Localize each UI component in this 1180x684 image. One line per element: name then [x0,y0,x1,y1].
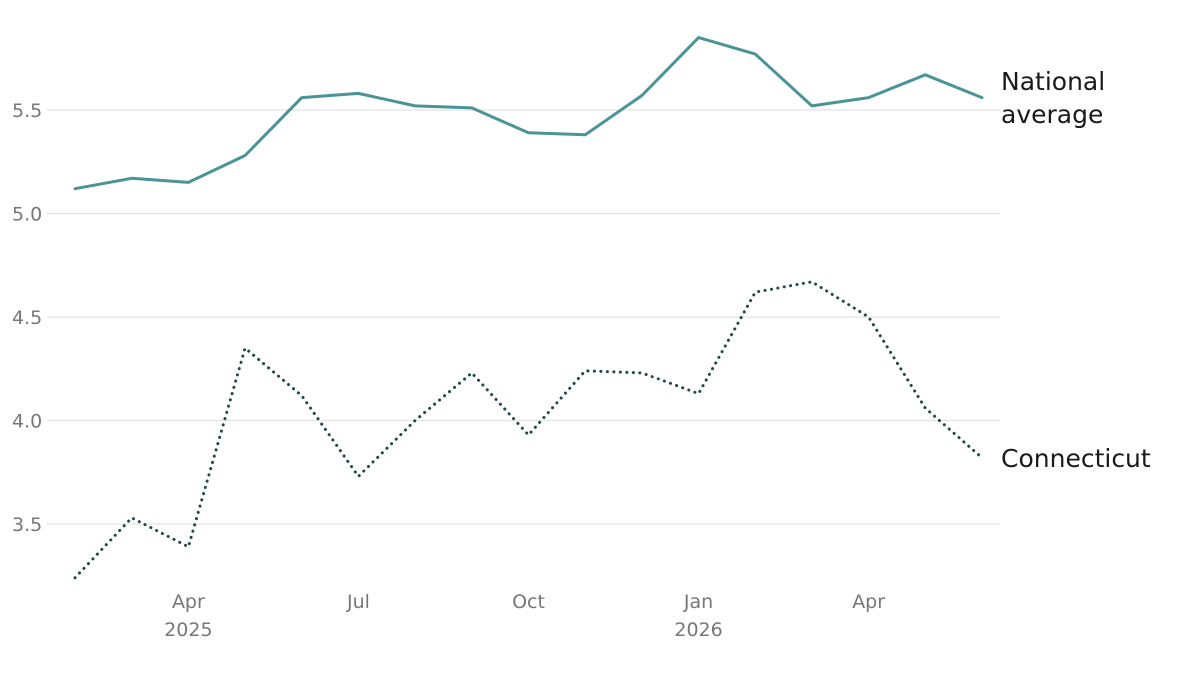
x-tick-label: Jan [683,591,713,613]
x-tick-year-label: 2026 [674,619,722,641]
y-axis-ticks: 3.5 4.0 4.5 5.0 5.5 [12,100,42,536]
series-line-connecticut [73,280,984,580]
series-lines [73,36,984,580]
x-tick-label: Apr [172,591,205,613]
y-tick-label: 5.5 [12,100,42,122]
x-tick-label: Oct [512,591,545,613]
series-labels: National average Connecticut [1001,67,1151,473]
series-label: average [1001,100,1103,129]
grid-lines [47,109,1000,525]
x-tick-label: Apr [852,591,885,613]
series-line-national-average [73,36,984,191]
y-tick-label: 5.0 [12,204,42,226]
series-label: National [1001,67,1105,96]
y-tick-label: 3.5 [12,514,42,536]
x-tick-label: Jul [346,591,370,613]
series-label: Connecticut [1001,444,1151,473]
x-tick-year-label: 2025 [164,619,212,641]
y-tick-label: 4.5 [12,307,42,329]
x-axis-ticks: Apr 2025 Jul Oct Jan 2026 Apr [164,591,885,641]
y-tick-label: 4.0 [12,411,42,433]
